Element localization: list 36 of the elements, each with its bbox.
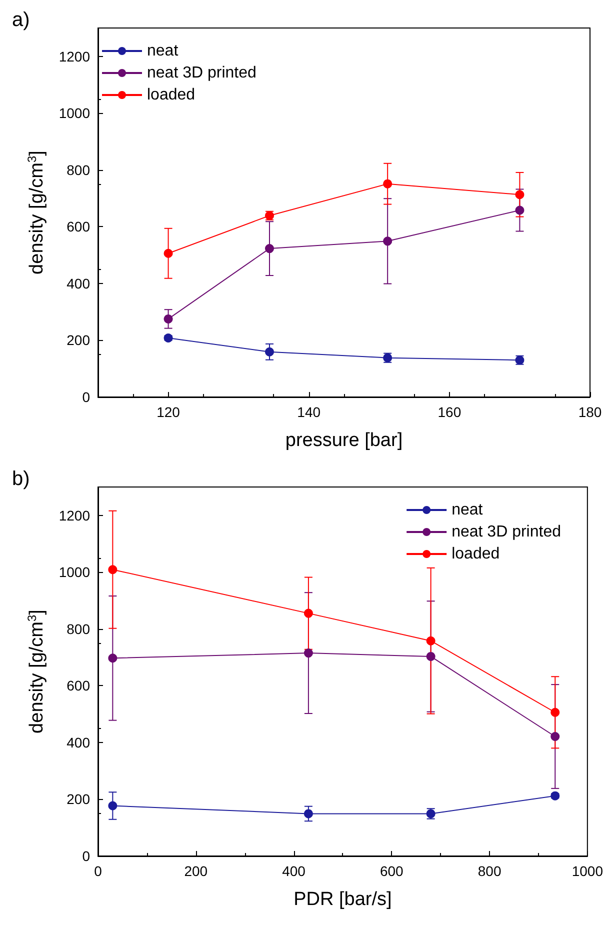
y-tick-label: 1000 (58, 564, 90, 580)
legend-label: neat 3D printed (452, 524, 561, 540)
x-tick-label: 400 (282, 863, 306, 879)
y-tick-label: 600 (66, 218, 90, 235)
y-tick-label: 1200 (58, 48, 90, 64)
x-tick-label: 180 (578, 404, 602, 420)
y-tick-label: 0 (82, 389, 90, 405)
x-tick-label: 140 (297, 404, 321, 420)
y-tick-label: 0 (82, 848, 90, 864)
y-tick-label: 1000 (58, 105, 90, 122)
y-tick-label: 400 (66, 734, 90, 750)
x-tick-label: 0 (94, 863, 102, 879)
y-tick-label: 600 (66, 678, 90, 694)
legend-label: loaded (147, 86, 196, 104)
y-axis-title: density [g/cm3] (25, 150, 48, 274)
x-tick-label: 120 (156, 404, 180, 420)
y-tick-label: 800 (66, 620, 90, 637)
text: a) (12, 9, 30, 31)
x-tick-label: 600 (380, 863, 404, 879)
y-tick-label: 800 (66, 162, 90, 178)
legend-label: loaded (452, 546, 500, 562)
y-tick-label: 400 (66, 275, 90, 292)
y-tick-label: 200 (66, 791, 90, 808)
text: b) (12, 468, 30, 490)
legend-label: neat (452, 502, 484, 518)
x-tick-label: 800 (478, 863, 502, 879)
x-axis-title: pressure [bar] (285, 430, 403, 451)
y-axis-title: density [g/cm3] (25, 610, 48, 734)
x-tick-label: 200 (184, 863, 208, 879)
y-tick-label: 1200 (58, 507, 90, 524)
legend-label: neat 3D printed (147, 64, 256, 82)
legend-label: neat (147, 42, 179, 60)
y-tick-label: 200 (66, 332, 90, 348)
x-tick-label: 160 (438, 404, 462, 420)
x-axis-title: PDR [bar/s] (294, 889, 392, 910)
x-tick-label: 1000 (572, 863, 604, 879)
